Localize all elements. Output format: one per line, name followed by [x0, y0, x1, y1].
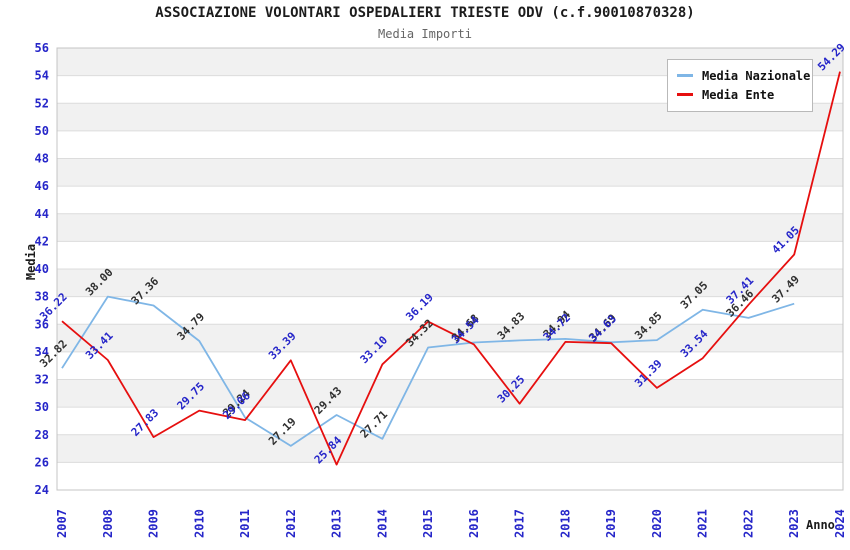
svg-text:40: 40	[35, 262, 49, 276]
svg-text:2019: 2019	[604, 509, 618, 538]
svg-text:36: 36	[35, 317, 49, 331]
x-axis-title: Anno	[806, 518, 835, 532]
svg-text:2016: 2016	[467, 509, 481, 538]
svg-text:32: 32	[35, 373, 49, 387]
svg-text:2008: 2008	[101, 509, 115, 538]
svg-text:42: 42	[35, 234, 49, 248]
y-axis-ticks: 24 26 28 30 32 34 36 38 40 42 44 46 48 50 52 54 56	[35, 41, 49, 497]
svg-text:52: 52	[35, 96, 49, 110]
svg-text:54: 54	[35, 69, 49, 83]
chart-subtitle: Media Importi	[378, 27, 472, 41]
x-axis-ticks: 2007 2008 2009 2010 2011 2012 2013 2014 2015 2016…	[55, 509, 847, 538]
svg-text:2023: 2023	[787, 509, 801, 538]
svg-text:44: 44	[35, 207, 49, 221]
y-axis-title: Media	[24, 243, 38, 281]
gridlines	[56, 47, 844, 491]
svg-text:38: 38	[35, 290, 49, 304]
svg-text:2018: 2018	[558, 509, 572, 538]
series-line-ente	[61, 71, 841, 466]
svg-text:30: 30	[35, 400, 49, 414]
svg-text:27.83: 27.83	[129, 406, 162, 439]
legend-label-ente: Media Ente	[702, 87, 775, 102]
svg-text:2022: 2022	[741, 509, 755, 538]
svg-text:2021: 2021	[696, 509, 710, 538]
svg-text:2015: 2015	[421, 509, 435, 538]
svg-text:2009: 2009	[147, 509, 161, 538]
ente-line-swatch	[677, 93, 693, 96]
legend-item-ente: Media Ente	[677, 85, 804, 104]
svg-text:48: 48	[35, 152, 49, 166]
legend-item-nazionale: Media Nazionale	[677, 66, 810, 85]
svg-text:2013: 2013	[330, 509, 344, 538]
chart-title: ASSOCIAZIONE VOLONTARI OSPEDALIERI TRIES…	[155, 5, 695, 21]
series-line-nazionale	[61, 295, 795, 447]
svg-text:24: 24	[35, 483, 49, 497]
svg-text:2024: 2024	[833, 509, 847, 538]
svg-text:2007: 2007	[55, 509, 69, 538]
svg-text:2012: 2012	[284, 509, 298, 538]
legend: Media Nazionale Media Ente	[667, 59, 813, 112]
svg-text:2011: 2011	[238, 509, 252, 538]
svg-text:46: 46	[35, 179, 49, 193]
svg-text:50: 50	[35, 124, 49, 138]
svg-text:34: 34	[35, 345, 49, 359]
svg-text:2014: 2014	[375, 509, 389, 538]
grid-bands	[57, 48, 843, 463]
svg-text:2017: 2017	[513, 509, 527, 538]
svg-text:2020: 2020	[650, 509, 664, 538]
svg-text:2010: 2010	[192, 509, 206, 538]
svg-text:26: 26	[35, 455, 49, 469]
nazionale-line-swatch	[677, 74, 693, 77]
legend-label-nazionale: Media Nazionale	[702, 68, 811, 83]
svg-text:28: 28	[35, 428, 49, 442]
svg-text:56: 56	[35, 41, 49, 55]
